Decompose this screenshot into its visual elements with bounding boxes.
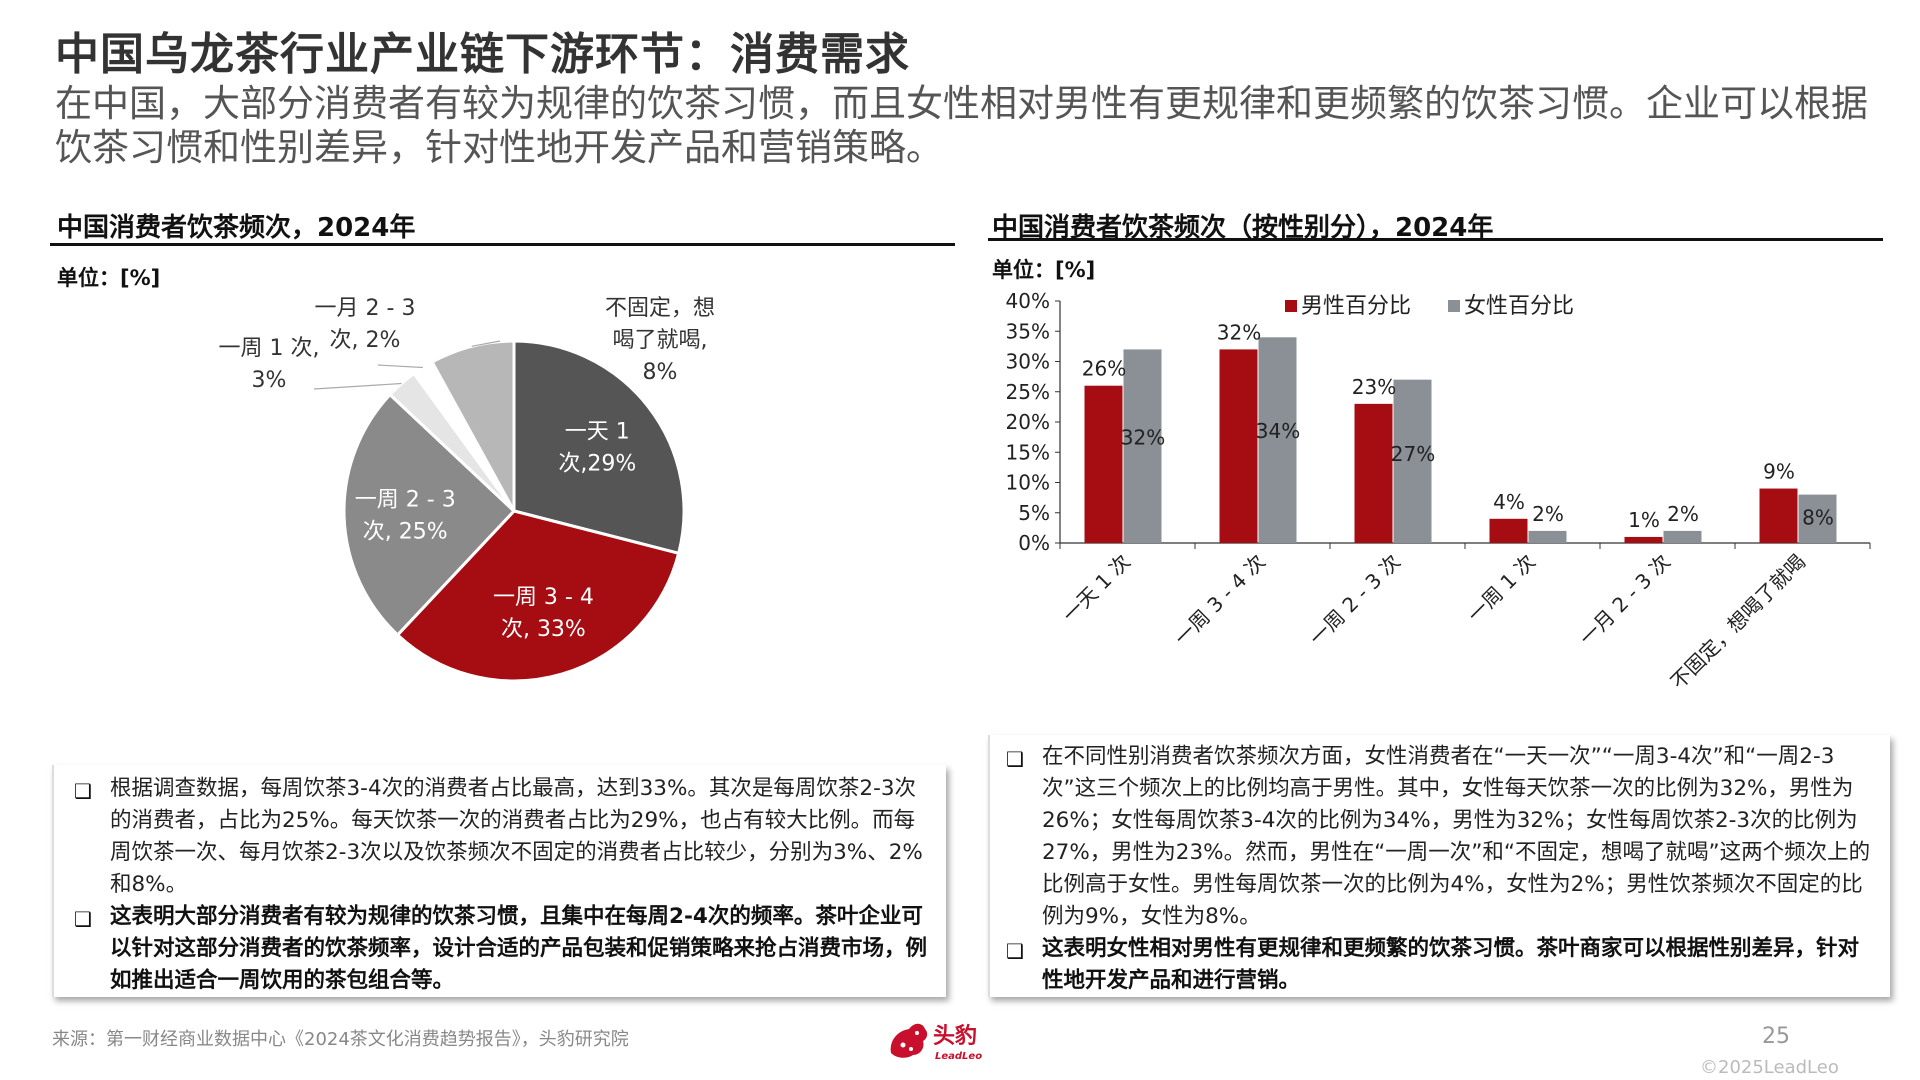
pie-slice-label: 一周 3 - 4 次, 33% bbox=[493, 585, 594, 642]
pie-slice-label: 不固定，想喝了就喝, 8% bbox=[605, 296, 715, 385]
pie-slice-label: 一天 1 次,29% bbox=[558, 419, 636, 476]
left-section-title: 中国消费者饮茶频次，2024年 bbox=[57, 213, 416, 243]
checkbox-bullet-icon: ❑ bbox=[1006, 747, 1024, 771]
copyright-text: ©2025LeadLeo bbox=[1700, 1057, 1839, 1078]
right-section-rule bbox=[988, 238, 1883, 241]
bar-chart: 26% 32% 32% 34% 23% 27% 4% 2% 1% 2% 9% 8% 0% 5% 10% 15… bbox=[1006, 289, 1871, 694]
right-note-item: ❑ 在不同性别消费者饮茶频次方面，女性消费者在“一天一次”“一周3-4次”和“一… bbox=[1000, 741, 1880, 933]
leadleo-logo: 头豹 LeadLeo bbox=[885, 1015, 1005, 1065]
pie-slice bbox=[512, 339, 686, 556]
pie-slice-label: 一周 1 次, 3% bbox=[219, 336, 320, 393]
bar-data-label: 27% bbox=[1391, 442, 1435, 466]
page-subtitle: 在中国，大部分消费者有较为规律的饮茶习惯，而且女性相对男性有更规律和更频繁的饮茶… bbox=[55, 82, 1868, 169]
pie-slice bbox=[395, 509, 681, 683]
y-tick-label: 15% bbox=[1006, 440, 1050, 464]
left-note-text: 根据调查数据，每周饮茶3-4次的消费者占比最高，达到33%。其次是每周饮茶2-3… bbox=[110, 776, 923, 897]
pie-labels: 一天 1 次,29% 一周 3 - 4 次, 33% 一周 2 - 3 次, 25% 一周 … bbox=[219, 296, 716, 642]
logo-subtext: LeadLeo bbox=[935, 1051, 982, 1062]
pie-slice-label: 一月 2 - 3 次, 2% bbox=[315, 296, 416, 353]
pie-chart: 一天 1 次,29% 一周 3 - 4 次, 33% 一周 2 - 3 次, 25% 一周 … bbox=[219, 296, 716, 683]
left-note-item: ❑ 根据调查数据，每周饮茶3-4次的消费者占比最高，达到33%。其次是每周饮茶2… bbox=[68, 773, 936, 901]
bar-data-label: 32% bbox=[1217, 320, 1261, 344]
page-number: 25 bbox=[1762, 1024, 1790, 1049]
y-tick-label: 10% bbox=[1006, 471, 1050, 495]
y-tick-label: 20% bbox=[1006, 410, 1050, 434]
bar-data-label: 32% bbox=[1121, 426, 1165, 450]
y-tick-label: 30% bbox=[1006, 350, 1050, 374]
right-notes-box: ❑ 在不同性别消费者饮茶频次方面，女性消费者在“一天一次”“一周3-4次”和“一… bbox=[988, 735, 1890, 997]
legend-label: 女性百分比 bbox=[1464, 294, 1574, 319]
leopard-icon: 头豹 LeadLeo bbox=[890, 1023, 982, 1062]
legend-label: 男性百分比 bbox=[1301, 294, 1411, 319]
male-bar bbox=[1624, 536, 1663, 543]
pie-slice-label: 一周 2 - 3 次, 25% bbox=[355, 487, 456, 544]
right-note-item: ❑ 这表明女性相对男性有更规律和更频繁的饮茶习惯。茶叶商家可以根据性别差异，针对… bbox=[1000, 933, 1880, 997]
left-notes-box: ❑ 根据调查数据，每周饮茶3-4次的消费者占比最高，达到33%。其次是每周饮茶2… bbox=[52, 765, 946, 997]
left-note-text: 这表明大部分消费者有较为规律的饮茶习惯，且集中在每周2-4次的频率。茶叶企业可以… bbox=[110, 904, 928, 993]
left-section-rule bbox=[50, 243, 955, 246]
bar-data-label: 34% bbox=[1256, 419, 1300, 443]
bar-bars bbox=[1084, 337, 1837, 543]
checkbox-bullet-icon: ❑ bbox=[74, 907, 92, 931]
female-bar bbox=[1663, 530, 1702, 543]
source-citation: 来源：第一财经商业数据中心《2024茶文化消费趋势报告》，头豹研究院 bbox=[52, 1029, 629, 1050]
bar-data-label: 8% bbox=[1802, 505, 1834, 529]
female-bar bbox=[1393, 379, 1432, 543]
right-note-text: 在不同性别消费者饮茶频次方面，女性消费者在“一天一次”“一周3-4次”和“一周2… bbox=[1042, 744, 1871, 929]
legend-swatch bbox=[1285, 300, 1297, 312]
bar-data-label: 2% bbox=[1667, 502, 1699, 526]
x-tick-label: 一周 2 - 3 次 bbox=[1305, 550, 1405, 650]
right-note-text: 这表明女性相对男性有更规律和更频繁的饮茶习惯。茶叶商家可以根据性别差异，针对性地… bbox=[1042, 936, 1860, 993]
male-bar bbox=[1354, 403, 1393, 543]
x-tick-label: 一天 1 次 bbox=[1058, 550, 1135, 627]
bar-legend: 男性百分比 女性百分比 bbox=[1285, 294, 1574, 319]
bar-data-label: 4% bbox=[1493, 490, 1525, 514]
female-bar bbox=[1123, 349, 1162, 543]
page-title: 中国乌龙茶行业产业链下游环节：消费需求 bbox=[55, 29, 910, 80]
x-tick-label: 一周 3 - 4 次 bbox=[1170, 550, 1270, 650]
pie-leader-line bbox=[471, 340, 501, 347]
y-tick-label: 0% bbox=[1018, 531, 1050, 555]
right-unit-label: 单位：[%] bbox=[992, 258, 1096, 282]
legend-swatch bbox=[1448, 300, 1460, 312]
bar-data-label: 26% bbox=[1082, 357, 1126, 381]
x-tick-label: 一月 2 - 3 次 bbox=[1575, 550, 1675, 650]
y-tick-label: 5% bbox=[1018, 501, 1050, 525]
x-tick-label: 一周 1 次 bbox=[1463, 550, 1540, 627]
y-tick-label: 25% bbox=[1006, 380, 1050, 404]
checkbox-bullet-icon: ❑ bbox=[1006, 939, 1024, 963]
y-tick-label: 40% bbox=[1006, 289, 1050, 313]
female-bar bbox=[1528, 530, 1567, 543]
bar-axes bbox=[1055, 300, 1871, 549]
male-bar bbox=[1084, 385, 1123, 543]
female-bar bbox=[1798, 494, 1837, 543]
pie-leader-line bbox=[377, 364, 423, 369]
left-note-item: ❑ 这表明大部分消费者有较为规律的饮茶习惯，且集中在每周2-4次的频率。茶叶企业… bbox=[68, 901, 936, 997]
x-tick-label: 不固定，想喝了就喝 bbox=[1666, 550, 1810, 694]
bar-data-label: 1% bbox=[1628, 508, 1660, 532]
female-bar bbox=[1258, 337, 1297, 543]
pie-leader-lines bbox=[313, 340, 501, 390]
bar-data-label: 23% bbox=[1352, 375, 1396, 399]
left-unit-label: 单位：[%] bbox=[57, 266, 161, 290]
pie-leader-line bbox=[313, 382, 402, 390]
y-tick-label: 35% bbox=[1006, 319, 1050, 343]
logo-text: 头豹 bbox=[933, 1023, 977, 1049]
bar-data-label: 9% bbox=[1763, 460, 1795, 484]
male-bar bbox=[1219, 349, 1258, 543]
male-bar bbox=[1759, 488, 1798, 543]
pie-slice bbox=[342, 392, 517, 638]
checkbox-bullet-icon: ❑ bbox=[74, 779, 92, 803]
bar-data-labels: 26% 32% 32% 34% 23% 27% 4% 2% 1% 2% 9% 8% bbox=[1082, 320, 1834, 532]
bar-data-label: 2% bbox=[1532, 502, 1564, 526]
male-bar bbox=[1489, 518, 1528, 543]
